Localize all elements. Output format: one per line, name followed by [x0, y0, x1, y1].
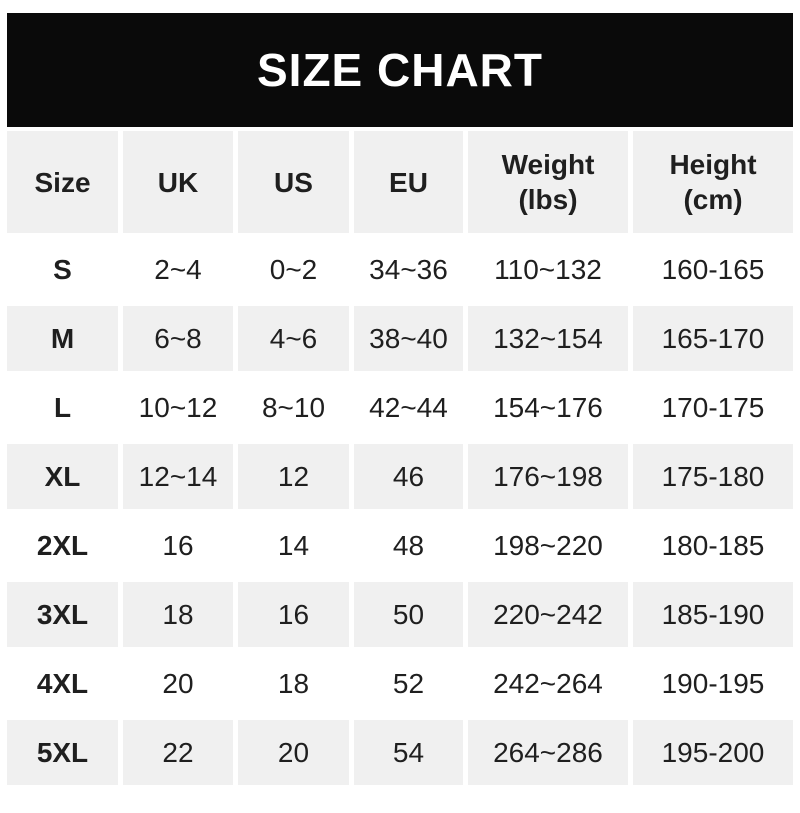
height-value: 160-165 — [633, 237, 793, 302]
size-label: 3XL — [7, 582, 118, 647]
uk-value: 6~8 — [123, 306, 233, 371]
table-row-m: M 6~8 4~6 38~40 132~154 165-170 — [7, 306, 793, 371]
eu-value: 54 — [354, 720, 463, 785]
us-value: 18 — [238, 651, 349, 716]
size-label: L — [7, 375, 118, 440]
size-label: M — [7, 306, 118, 371]
height-value: 190-195 — [633, 651, 793, 716]
us-value: 14 — [238, 513, 349, 578]
header-row: Size UK US EU Weight (lbs) Height (cm) — [7, 131, 793, 233]
table-row-3xl: 3XL 18 16 50 220~242 185-190 — [7, 582, 793, 647]
size-label: 2XL — [7, 513, 118, 578]
eu-value: 34~36 — [354, 237, 463, 302]
column-header-eu: EU — [354, 131, 463, 233]
us-value: 4~6 — [238, 306, 349, 371]
height-value: 195-200 — [633, 720, 793, 785]
size-label: 5XL — [7, 720, 118, 785]
weight-value: 198~220 — [468, 513, 628, 578]
size-label: XL — [7, 444, 118, 509]
weight-value: 176~198 — [468, 444, 628, 509]
size-chart-page: SIZE CHART Size UK US EU Weight (lbs) He… — [0, 13, 800, 789]
uk-value: 20 — [123, 651, 233, 716]
height-value: 165-170 — [633, 306, 793, 371]
uk-value: 10~12 — [123, 375, 233, 440]
table-row-5xl: 5XL 22 20 54 264~286 195-200 — [7, 720, 793, 785]
us-value: 0~2 — [238, 237, 349, 302]
us-value: 12 — [238, 444, 349, 509]
uk-value: 22 — [123, 720, 233, 785]
size-label: S — [7, 237, 118, 302]
height-value: 185-190 — [633, 582, 793, 647]
height-value: 175-180 — [633, 444, 793, 509]
weight-value: 220~242 — [468, 582, 628, 647]
eu-value: 38~40 — [354, 306, 463, 371]
page-title: SIZE CHART — [257, 44, 543, 96]
table-row-4xl: 4XL 20 18 52 242~264 190-195 — [7, 651, 793, 716]
column-header-height: Height (cm) — [633, 131, 793, 233]
weight-value: 264~286 — [468, 720, 628, 785]
table-row-l: L 10~12 8~10 42~44 154~176 170-175 — [7, 375, 793, 440]
size-label: 4XL — [7, 651, 118, 716]
table-row-2xl: 2XL 16 14 48 198~220 180-185 — [7, 513, 793, 578]
eu-value: 46 — [354, 444, 463, 509]
weight-value: 132~154 — [468, 306, 628, 371]
weight-value: 110~132 — [468, 237, 628, 302]
column-header-weight: Weight (lbs) — [468, 131, 628, 233]
column-header-size: Size — [7, 131, 118, 233]
column-header-us: US — [238, 131, 349, 233]
banner: SIZE CHART — [7, 13, 793, 127]
weight-value: 242~264 — [468, 651, 628, 716]
uk-value: 12~14 — [123, 444, 233, 509]
height-value: 180-185 — [633, 513, 793, 578]
table-row-s: S 2~4 0~2 34~36 110~132 160-165 — [7, 237, 793, 302]
eu-value: 42~44 — [354, 375, 463, 440]
uk-value: 16 — [123, 513, 233, 578]
column-header-uk: UK — [123, 131, 233, 233]
height-value: 170-175 — [633, 375, 793, 440]
eu-value: 52 — [354, 651, 463, 716]
size-chart-table: Size UK US EU Weight (lbs) Height (cm) S… — [2, 127, 798, 789]
table-row-xl: XL 12~14 12 46 176~198 175-180 — [7, 444, 793, 509]
uk-value: 2~4 — [123, 237, 233, 302]
us-value: 16 — [238, 582, 349, 647]
uk-value: 18 — [123, 582, 233, 647]
eu-value: 50 — [354, 582, 463, 647]
us-value: 20 — [238, 720, 349, 785]
us-value: 8~10 — [238, 375, 349, 440]
weight-value: 154~176 — [468, 375, 628, 440]
eu-value: 48 — [354, 513, 463, 578]
